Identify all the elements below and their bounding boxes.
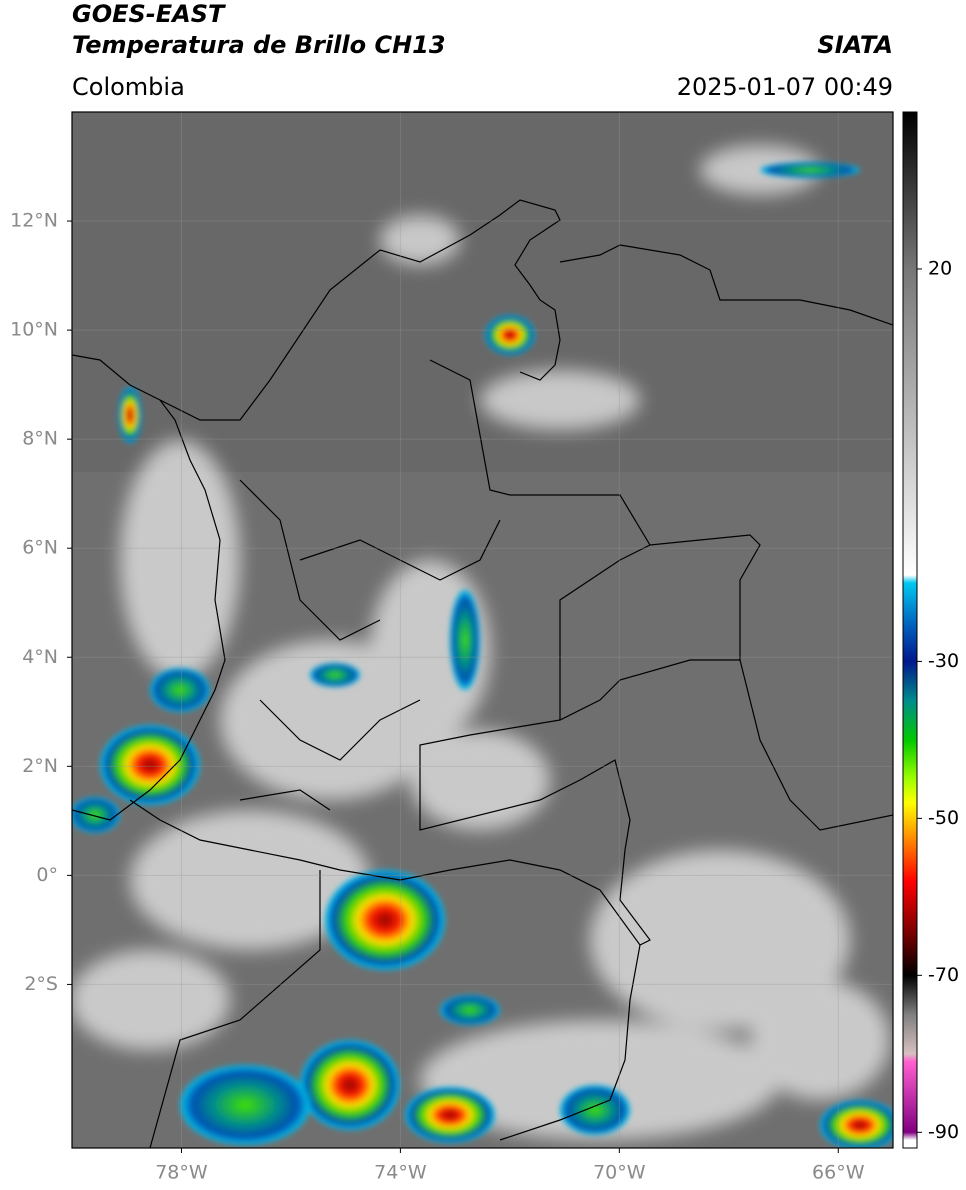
map-frame [71, 111, 894, 1149]
x-tick-label: 70°W [593, 1162, 646, 1184]
y-tick-label: 2°N [22, 755, 58, 777]
y-tick-label: 8°N [22, 428, 58, 450]
y-tick-label: 2°S [24, 973, 58, 995]
colorbar-tick-label: -90 [928, 1121, 959, 1143]
borders [72, 199, 893, 1148]
colorbar [902, 111, 918, 1149]
grid [72, 112, 893, 1148]
subtitle: Temperatura de Brillo CH13 [72, 31, 446, 59]
colorbar-tick-label: -30 [928, 650, 959, 672]
y-tick-label: 10°N [10, 319, 58, 341]
x-tick-label: 66°W [812, 1162, 865, 1184]
title: GOES-EAST [72, 0, 226, 28]
x-tick-label: 78°W [155, 1162, 208, 1184]
y-tick-label: 6°N [22, 537, 58, 559]
y-tick-label: 4°N [22, 646, 58, 668]
x-tick-label: 74°W [374, 1162, 427, 1184]
colorbar-tick-label: -70 [928, 964, 959, 986]
y-tick-label: 12°N [10, 210, 58, 232]
y-tick-label: 0° [36, 864, 58, 886]
convection [72, 162, 893, 1148]
colorbar-tick-label: 20 [928, 257, 952, 279]
source: SIATA [817, 31, 893, 59]
region: Colombia [72, 73, 185, 101]
timestamp: 2025-01-07 00:49 [677, 73, 893, 101]
colorbar-tick-label: -50 [928, 807, 959, 829]
imagery [72, 112, 893, 1148]
